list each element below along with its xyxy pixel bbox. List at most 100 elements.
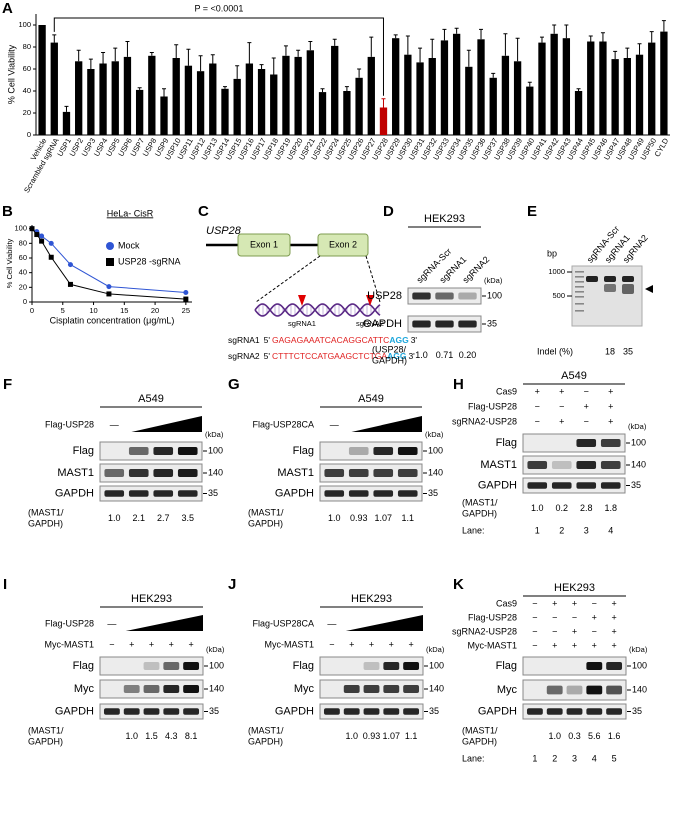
quant-label: (MAST1/	[462, 497, 498, 507]
quant-value: 1.8	[604, 503, 617, 513]
bar	[574, 91, 583, 135]
sign: +	[592, 612, 597, 622]
error-bar	[198, 55, 203, 72]
error-bar	[271, 57, 276, 75]
band	[383, 662, 400, 670]
quant-value: 1.0	[108, 513, 121, 523]
panel-label: I	[3, 576, 7, 593]
condition-label: Flag-USP28	[468, 401, 517, 411]
row-label: MAST1	[57, 467, 94, 479]
point	[106, 291, 112, 297]
sign: +	[535, 386, 540, 396]
band	[324, 490, 345, 497]
row-label: Myc	[497, 684, 518, 696]
blot-box	[319, 485, 423, 502]
quant-value: 1.1	[401, 513, 414, 523]
bar	[392, 38, 400, 136]
ladder-band	[575, 276, 584, 278]
sign: −	[532, 640, 537, 650]
marker-label: 140	[208, 467, 223, 477]
sign: −	[592, 626, 597, 636]
error-bar	[369, 36, 374, 57]
pam: AGG	[387, 351, 407, 361]
quant-value: 1.0	[328, 513, 341, 523]
quant-value: 0.2	[555, 503, 568, 513]
dose-triangle	[345, 615, 423, 631]
sign: +	[611, 612, 616, 622]
sign: −	[572, 612, 577, 622]
guide-name: sgRNA2	[228, 351, 260, 361]
sign: −	[109, 639, 114, 649]
sign: —	[327, 618, 336, 628]
marker-label: 140	[631, 459, 646, 469]
significance-bracket	[53, 17, 384, 96]
band	[527, 461, 548, 469]
sign: −	[592, 598, 597, 608]
sign: −	[532, 612, 537, 622]
row-label: GAPDH	[478, 705, 517, 717]
band	[143, 708, 160, 715]
dose-triangle	[131, 416, 202, 432]
y-tick-label: 20	[19, 282, 27, 291]
quant-label: GAPDH)	[248, 736, 283, 746]
band	[128, 447, 149, 455]
point	[48, 254, 54, 260]
error-bar	[588, 35, 593, 42]
bar	[367, 56, 375, 135]
row-label: Flag	[73, 660, 94, 672]
guide-sequence: sgRNA2 5' CTTTCTCCATGAAGCTCTGAAGG 3'	[228, 351, 415, 361]
panel-label: E	[527, 203, 537, 220]
kda-label: (kDa)	[425, 430, 444, 439]
bar	[75, 61, 83, 135]
panel-label: J	[228, 576, 236, 593]
sign: −	[329, 639, 334, 649]
gene-name: USP28	[206, 225, 242, 237]
error-bar	[88, 58, 93, 69]
dose-triangle	[125, 615, 203, 631]
band	[403, 662, 420, 670]
row-label: Flag	[496, 437, 517, 449]
marker-label: 35	[209, 706, 219, 716]
band	[363, 662, 380, 670]
quant-value: 0.93	[363, 731, 381, 741]
point	[48, 240, 54, 246]
point	[29, 226, 35, 232]
bar	[87, 69, 95, 135]
quant-value: 8.1	[185, 731, 198, 741]
row-label: GAPDH	[478, 479, 517, 491]
sign: +	[572, 598, 577, 608]
dna-rungs	[258, 304, 380, 316]
marker-label: 35	[631, 480, 641, 490]
x-axis-label: Cisplatin concentration (μg/mL)	[50, 315, 175, 325]
panel-label: G	[228, 376, 240, 393]
bar	[221, 88, 229, 135]
condition-label: Cas9	[496, 598, 517, 608]
dna-strand	[254, 303, 381, 317]
bar	[440, 40, 449, 135]
quant-label: GAPDH)	[28, 518, 63, 528]
bar	[465, 66, 473, 135]
marker-label: 35	[429, 706, 439, 716]
error-bar	[296, 49, 301, 57]
ladder-band	[575, 310, 584, 312]
point	[39, 238, 45, 244]
ladder-band	[575, 281, 584, 283]
sign: +	[611, 640, 616, 650]
quant-label: GAPDH)	[28, 736, 63, 746]
y-axis-label: % Cell Viability	[5, 239, 14, 289]
quant-value: 1.5	[145, 731, 158, 741]
point	[183, 296, 189, 302]
band	[383, 708, 400, 715]
error-bar	[576, 88, 581, 91]
band	[348, 447, 369, 455]
quant-value: 0.3	[568, 731, 581, 741]
band	[343, 685, 360, 693]
band	[586, 662, 603, 670]
cell-line: HEK293	[554, 582, 595, 594]
quant-label: GAPDH)	[372, 355, 407, 365]
band	[458, 292, 477, 300]
quant-value: 1.0	[415, 350, 428, 360]
kda-label: (kDa)	[205, 430, 224, 439]
bar	[331, 45, 339, 135]
